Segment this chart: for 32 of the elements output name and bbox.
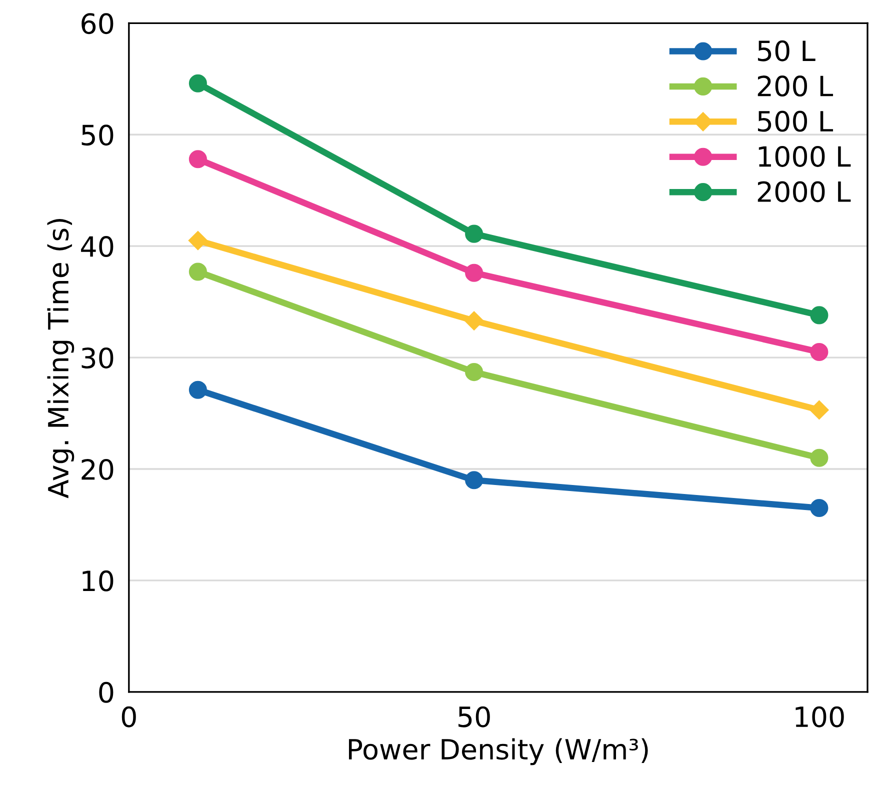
legend-label: 1000 L bbox=[758, 146, 851, 167]
point bbox=[465, 224, 484, 243]
y-tick-label: 30 bbox=[82, 347, 114, 368]
point bbox=[810, 498, 828, 518]
y-tick-label: 20 bbox=[82, 458, 114, 480]
x-tick-label: 0 bbox=[122, 706, 136, 728]
point bbox=[465, 264, 484, 282]
point bbox=[810, 448, 828, 467]
y-axis-title: Avg. Mixing Time (s) bbox=[47, 218, 74, 498]
y-tick-label: 10 bbox=[82, 570, 114, 592]
point bbox=[188, 150, 207, 168]
point bbox=[188, 380, 207, 399]
x-tick-label: 100 bbox=[796, 706, 844, 728]
x-axis-title: Power Density (W/m³) bbox=[348, 738, 648, 766]
y-tick-label: 40 bbox=[81, 236, 114, 258]
point bbox=[810, 400, 829, 420]
legend-label: 500 L bbox=[758, 110, 834, 132]
point bbox=[465, 363, 484, 382]
point bbox=[464, 311, 484, 330]
legend-label: 200 L bbox=[758, 76, 834, 97]
y-tick-label: 50 bbox=[82, 124, 114, 146]
legend-label: 2000 L bbox=[758, 181, 851, 202]
point bbox=[188, 74, 207, 92]
point bbox=[188, 262, 207, 281]
legend-label: 50 L bbox=[758, 40, 816, 62]
point bbox=[188, 230, 208, 250]
y-tick-label: 0 bbox=[99, 682, 114, 703]
x-tick-label: 50 bbox=[458, 706, 490, 728]
point bbox=[810, 306, 828, 324]
y-tick-label: 60 bbox=[82, 13, 114, 34]
point bbox=[810, 342, 828, 362]
point bbox=[465, 471, 484, 490]
